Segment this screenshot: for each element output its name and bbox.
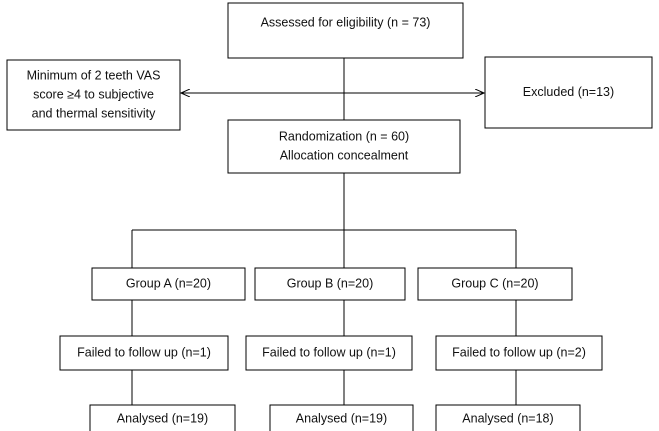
node-box <box>91 267 246 301</box>
node-box <box>6 59 181 131</box>
node-box <box>269 404 414 431</box>
node-box <box>417 267 573 301</box>
node-box <box>254 267 406 301</box>
node-label: Assessed for eligibility (n = 73) <box>261 15 431 29</box>
node-box <box>484 56 653 129</box>
node-box <box>59 335 229 371</box>
node-label: Group B (n=20) <box>287 276 374 290</box>
node-label: Failed to follow up (n=1) <box>77 345 211 359</box>
node-label: score ≥4 to subjective <box>33 87 154 101</box>
node-box <box>227 2 464 59</box>
node-label: Analysed (n=18) <box>462 411 553 425</box>
node-label: Analysed (n=19) <box>117 411 208 425</box>
node-box <box>435 335 603 371</box>
node-label: and thermal sensitivity <box>32 106 156 120</box>
node-label: Group A (n=20) <box>126 276 211 290</box>
node-box <box>227 119 461 174</box>
node-label: Group C (n=20) <box>451 276 538 290</box>
node-label: Minimum of 2 teeth VAS <box>27 68 161 82</box>
node-label: Failed to follow up (n=1) <box>262 345 396 359</box>
node-box <box>89 404 236 431</box>
node-box <box>245 335 413 371</box>
node-box <box>435 404 581 431</box>
node-label: Allocation concealment <box>280 148 409 162</box>
node-label: Failed to follow up (n=2) <box>452 345 586 359</box>
node-label: Analysed (n=19) <box>296 411 387 425</box>
node-label: Randomization (n = 60) <box>279 129 409 143</box>
boxes: Assessed for eligibility (n = 73) Minimum… <box>6 2 653 431</box>
node-label: Excluded (n=13) <box>523 85 614 99</box>
